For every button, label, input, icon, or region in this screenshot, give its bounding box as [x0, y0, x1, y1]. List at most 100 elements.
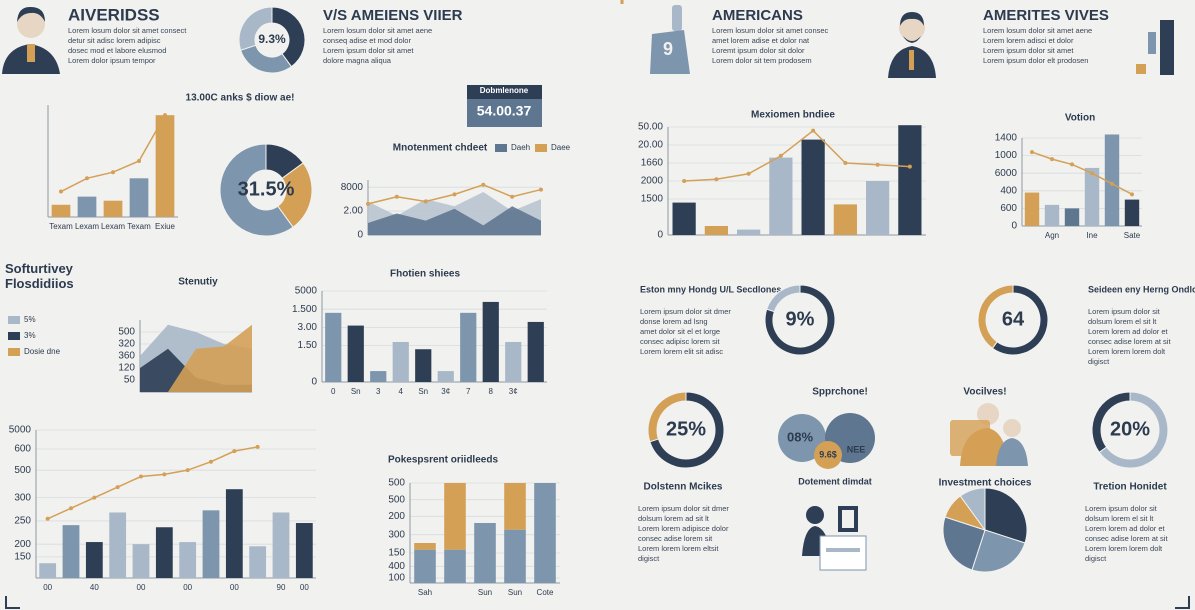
- section-body: Lorem dolor ipsum tempor: [68, 56, 156, 65]
- section-body: amet dolor sit el et lorge: [640, 327, 720, 336]
- bar: [1064, 208, 1080, 226]
- x-tick-label: 00: [183, 583, 192, 592]
- bar: [474, 523, 496, 583]
- bar: [77, 196, 97, 217]
- y-tick-label: 100: [388, 573, 405, 584]
- center-label: 25%: [666, 418, 706, 440]
- section-title: Dobmlenone: [480, 86, 529, 95]
- y-tick-label: 0: [357, 230, 363, 241]
- x-tick-label: 40: [90, 583, 99, 592]
- bar: [801, 139, 825, 235]
- x-tick-label: 4: [399, 387, 404, 396]
- y-tick-label: 600: [14, 444, 31, 455]
- y-tick-label: 1660: [641, 158, 664, 169]
- x-tick-label: Sun: [478, 588, 492, 597]
- chart-title: Fhotien shiees: [390, 269, 460, 280]
- line-point: [1030, 150, 1034, 155]
- section-title: Seideen eny Herng Ondlones: [1088, 284, 1195, 294]
- section-body: detur sit adisc lorem adipisc: [68, 36, 161, 45]
- bar: [392, 341, 409, 382]
- laptop-icon: [802, 506, 867, 571]
- stat-card-header: [467, 85, 542, 99]
- line-point: [163, 113, 167, 118]
- bar: [505, 341, 522, 382]
- y-tick-label: 1.500: [292, 304, 317, 315]
- section-body: consec adise lorem sit: [638, 534, 713, 543]
- bar: [62, 525, 80, 578]
- x-tick-label: Lexam: [101, 222, 125, 231]
- x-tick-label: 8: [489, 387, 494, 396]
- y-tick-label: 1000: [995, 150, 1018, 161]
- line-point: [811, 128, 816, 133]
- section-body: Lorem losum dolor sit amet consec: [712, 26, 829, 35]
- x-tick-label: Lexam: [75, 222, 99, 231]
- bar: [1044, 204, 1060, 226]
- person-icon: [888, 12, 936, 78]
- y-tick-label: 500: [14, 465, 31, 476]
- bar: [437, 371, 454, 382]
- chart-title: Stenutiy: [178, 277, 218, 288]
- bar: [103, 200, 123, 217]
- x-tick-label: Ine: [1086, 231, 1098, 240]
- y-tick-label: 150: [14, 551, 31, 562]
- bar: [833, 204, 857, 235]
- y-tick-label: 0: [311, 377, 317, 388]
- section-body: dosec mod et labore elusmod: [68, 46, 166, 55]
- legend-label: 3%: [24, 331, 36, 340]
- y-tick-label: 150: [388, 548, 405, 559]
- section-title: AIVERIDSS: [68, 5, 160, 24]
- section-body: Lorem lorem elit sit adisc: [640, 347, 723, 356]
- y-tick-label: 0: [657, 230, 663, 241]
- y-tick-label: 200: [14, 539, 31, 550]
- y-tick-label: 2000: [641, 176, 664, 187]
- section-title: Spprchone!: [812, 387, 868, 398]
- line-point: [682, 179, 687, 183]
- bar: [527, 321, 544, 382]
- section-body: Lorem lorem adipisce dolor: [638, 524, 729, 533]
- person-icon: [2, 6, 60, 74]
- bar: [460, 312, 477, 382]
- venn-label: 9.6$: [819, 449, 837, 459]
- x-tick-label: Sun: [508, 588, 522, 597]
- trend-line: [60, 114, 166, 193]
- section-body: digisct: [1085, 554, 1107, 563]
- line-point: [85, 176, 89, 181]
- line-point: [59, 189, 63, 194]
- bar: [898, 125, 922, 235]
- bar: [444, 483, 466, 550]
- x-tick-label: Agn: [1045, 231, 1059, 240]
- bar: [51, 204, 71, 217]
- x-tick-label: Texam: [127, 222, 151, 231]
- y-tick-label: 1400: [995, 133, 1018, 144]
- x-tick-label: Sn: [351, 387, 361, 396]
- area: [368, 206, 541, 235]
- venn: [778, 413, 875, 469]
- area: [140, 324, 252, 392]
- bar: [534, 483, 556, 583]
- bar: [672, 202, 696, 235]
- chart-title: Mexiomen bndiee: [751, 110, 835, 121]
- y-tick-label: 600: [1000, 203, 1017, 214]
- section-title: 54.00.37: [477, 103, 532, 119]
- line-point: [366, 201, 370, 206]
- line-point: [185, 468, 190, 473]
- y-tick-label: 500: [388, 478, 405, 489]
- section-title: Eston mny Hondg U/L Secdlones: [640, 284, 781, 294]
- legend-label: 5%: [24, 315, 36, 324]
- section-body: digisct: [638, 554, 660, 563]
- line-point: [394, 194, 399, 199]
- y-tick-label: 360: [118, 351, 135, 362]
- bar: [415, 349, 432, 382]
- section-body: Lorem lorem lorem eltsit: [638, 544, 719, 553]
- line-point: [162, 472, 167, 477]
- bar: [866, 181, 890, 235]
- x-tick-label: 00: [300, 583, 309, 592]
- line-point: [714, 177, 719, 182]
- line-point: [139, 474, 143, 479]
- line-point: [232, 449, 237, 454]
- line-point: [255, 444, 260, 449]
- x-tick-label: 00: [43, 583, 52, 592]
- x-tick-label: 3: [376, 387, 381, 396]
- section-title: Dotement dimdat: [798, 476, 872, 486]
- bar: [249, 546, 267, 578]
